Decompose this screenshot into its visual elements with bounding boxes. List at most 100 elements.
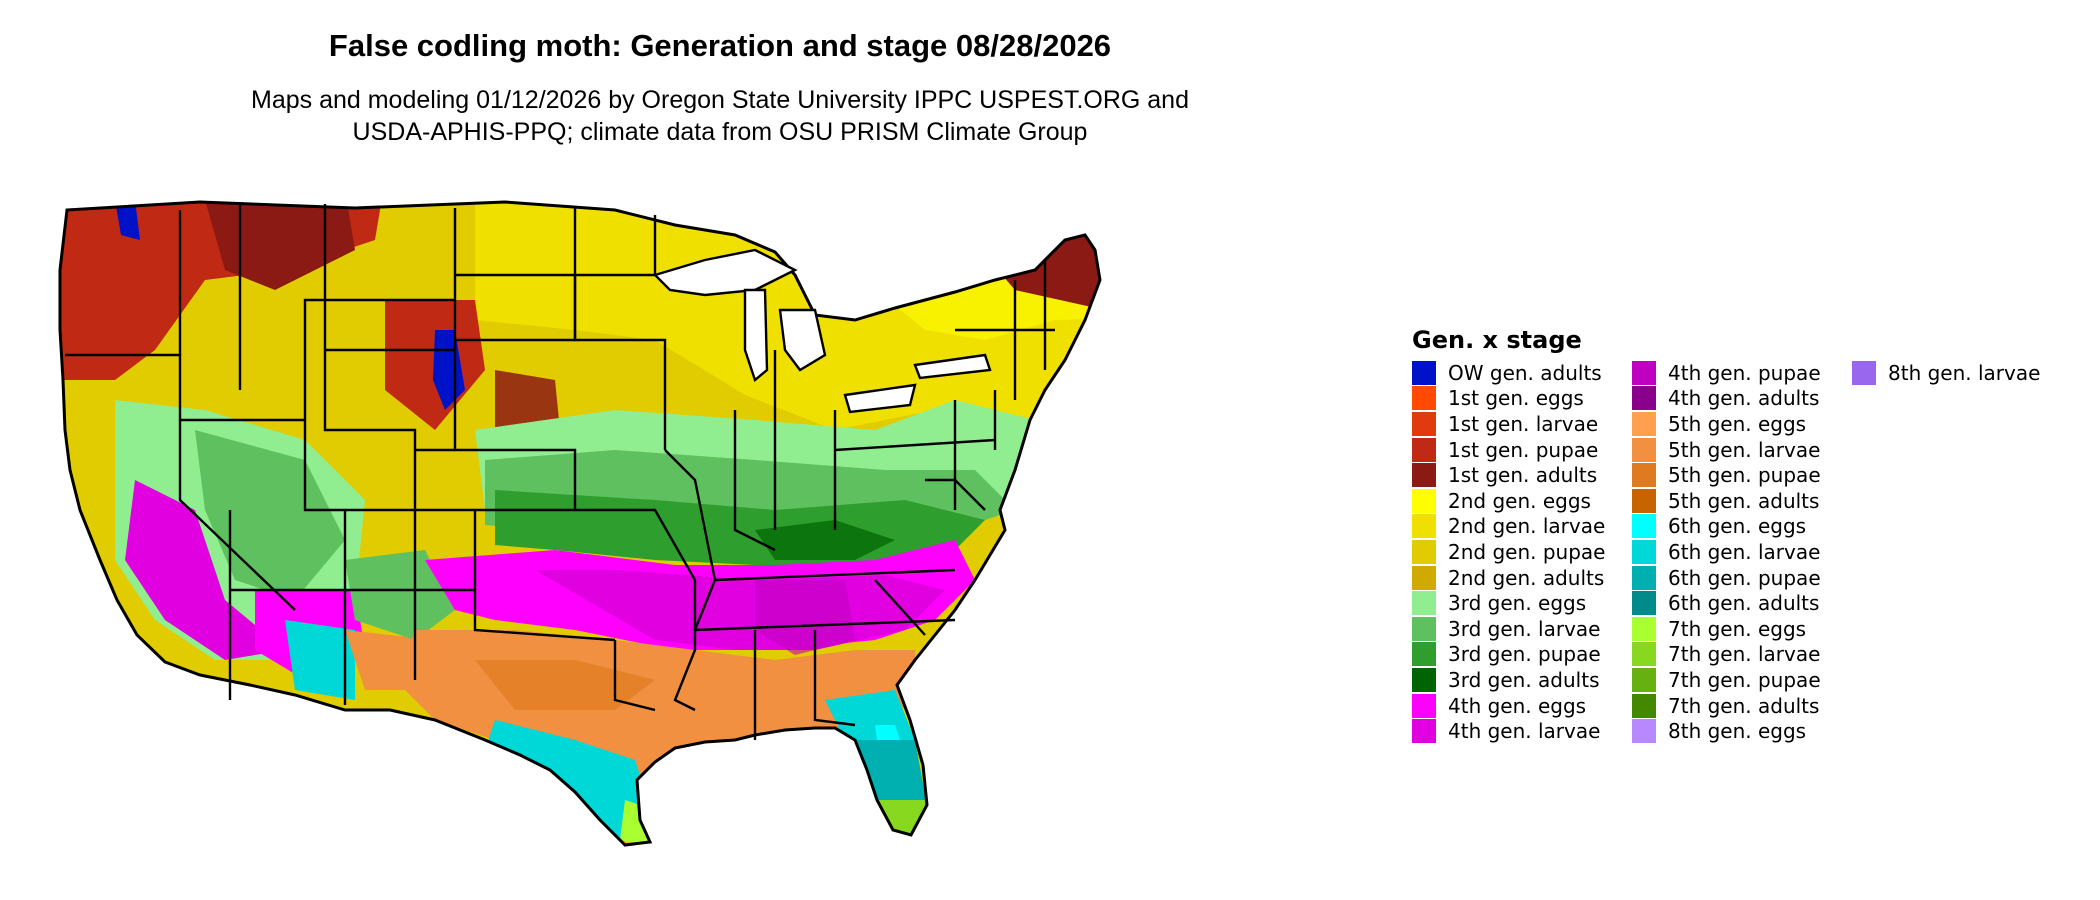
legend-item: 5th gen. adults	[1632, 488, 1821, 514]
legend-item: 2nd gen. eggs	[1412, 488, 1605, 514]
legend-label: 8th gen. eggs	[1668, 719, 1807, 744]
legend-swatch	[1632, 565, 1656, 590]
legend-swatch	[1632, 386, 1656, 411]
legend-label: 2nd gen. pupae	[1448, 539, 1606, 564]
legend-label: 2nd gen. eggs	[1448, 488, 1591, 513]
legend-label: 3rd gen. adults	[1448, 667, 1600, 692]
legend-swatch	[1632, 616, 1656, 641]
legend-item: 1st gen. eggs	[1412, 386, 1605, 412]
legend-label: 4th gen. larvae	[1448, 719, 1601, 744]
legend-swatch	[1632, 591, 1656, 616]
legend-swatch	[1412, 616, 1436, 641]
legend-label: 5th gen. adults	[1668, 488, 1820, 513]
legend-item: 7th gen. adults	[1632, 693, 1821, 719]
legend-label: 7th gen. eggs	[1668, 616, 1807, 641]
legend-column-1: OW gen. adults 1st gen. eggs 1st gen. larv…	[1412, 360, 1605, 744]
legend-label: 5th gen. pupae	[1668, 463, 1821, 488]
legend-swatch	[1632, 719, 1656, 744]
legend-label: 7th gen. pupae	[1668, 667, 1821, 692]
legend-label: 2nd gen. adults	[1448, 565, 1605, 590]
legend-swatch	[1412, 667, 1436, 692]
legend-swatch	[1412, 411, 1436, 436]
legend-item: 3rd gen. adults	[1412, 667, 1605, 693]
legend-label: 6th gen. pupae	[1668, 565, 1821, 590]
legend-item: 2nd gen. pupae	[1412, 539, 1605, 565]
legend-label: 4th gen. pupae	[1668, 360, 1821, 385]
legend-item: 3rd gen. eggs	[1412, 590, 1605, 616]
legend-swatch	[1412, 360, 1436, 385]
legend-label: 1st gen. eggs	[1448, 386, 1584, 411]
legend-item: 1st gen. larvae	[1412, 411, 1605, 437]
legend-item: 4th gen. eggs	[1412, 693, 1605, 719]
legend-item: 2nd gen. larvae	[1412, 514, 1605, 540]
legend-swatch	[1412, 514, 1436, 539]
legend-item: 1st gen. pupae	[1412, 437, 1605, 463]
legend-label: 1st gen. pupae	[1448, 437, 1599, 462]
us-generation-stage-map	[58, 200, 1102, 847]
legend-label: 6th gen. adults	[1668, 591, 1820, 616]
legend-swatch	[1412, 693, 1436, 718]
legend-label: 3rd gen. pupae	[1448, 642, 1601, 667]
legend-label: 3rd gen. larvae	[1448, 616, 1601, 641]
legend-item: 4th gen. pupae	[1632, 360, 1821, 386]
legend-swatch	[1852, 360, 1876, 385]
legend-item: 6th gen. pupae	[1632, 565, 1821, 591]
legend-item: 1st gen. adults	[1412, 462, 1605, 488]
map-subtitle-line2: USDA-APHIS-PPQ; climate data from OSU PR…	[352, 118, 1088, 146]
legend-item: 6th gen. adults	[1632, 590, 1821, 616]
legend-swatch	[1632, 437, 1656, 462]
legend-swatch	[1632, 667, 1656, 692]
legend-label: 5th gen. eggs	[1668, 411, 1807, 436]
legend-label: 5th gen. larvae	[1668, 437, 1821, 462]
legend-item: 5th gen. pupae	[1632, 462, 1821, 488]
legend-item: 5th gen. eggs	[1632, 411, 1821, 437]
legend-item: 6th gen. eggs	[1632, 514, 1821, 540]
legend-item: 4th gen. adults	[1632, 386, 1821, 412]
legend-label: 1st gen. larvae	[1448, 411, 1599, 436]
legend-item: 4th gen. larvae	[1412, 718, 1605, 744]
legend-label: 2nd gen. larvae	[1448, 514, 1606, 539]
legend-item: 8th gen. eggs	[1632, 718, 1821, 744]
legend-item: 2nd gen. adults	[1412, 565, 1605, 591]
legend-column-2: 4th gen. pupae 4th gen. adults 5th gen. eg…	[1632, 360, 1821, 744]
legend-item: 7th gen. eggs	[1632, 616, 1821, 642]
legend-column-3: 8th gen. larvae	[1852, 360, 2040, 386]
legend-label: 3rd gen. eggs	[1448, 591, 1587, 616]
legend-title: Gen. x stage	[1412, 326, 1582, 354]
legend-item: OW gen. adults	[1412, 360, 1605, 386]
legend-item: 7th gen. larvae	[1632, 642, 1821, 668]
legend-swatch	[1412, 386, 1436, 411]
legend-swatch	[1632, 360, 1656, 385]
legend-label: 7th gen. larvae	[1668, 642, 1821, 667]
legend-label: 8th gen. larvae	[1888, 360, 2041, 385]
legend-swatch	[1412, 539, 1436, 564]
legend-swatch	[1412, 437, 1436, 462]
legend-label: 6th gen. eggs	[1668, 514, 1807, 539]
legend-label: 1st gen. adults	[1448, 463, 1598, 488]
legend-swatch	[1632, 488, 1656, 513]
legend-item: 7th gen. pupae	[1632, 667, 1821, 693]
legend-item: 3rd gen. larvae	[1412, 616, 1605, 642]
legend-swatch	[1412, 642, 1436, 667]
map-title: False codling moth: Generation and stage…	[328, 28, 1112, 63]
legend-swatch	[1632, 539, 1656, 564]
legend-swatch	[1412, 488, 1436, 513]
legend-swatch	[1412, 719, 1436, 744]
legend-swatch	[1412, 565, 1436, 590]
legend-swatch	[1632, 514, 1656, 539]
legend-label: 6th gen. larvae	[1668, 539, 1821, 564]
legend-item: 6th gen. larvae	[1632, 539, 1821, 565]
legend-swatch	[1632, 693, 1656, 718]
legend-swatch	[1632, 642, 1656, 667]
legend-swatch	[1632, 411, 1656, 436]
legend-swatch	[1412, 591, 1436, 616]
legend-item: 3rd gen. pupae	[1412, 642, 1605, 668]
legend-label: 4th gen. adults	[1668, 386, 1820, 411]
legend-label: 4th gen. eggs	[1448, 693, 1587, 718]
map-subtitle-line1: Maps and modeling 01/12/2026 by Oregon S…	[251, 86, 1189, 114]
legend-label: 7th gen. adults	[1668, 693, 1820, 718]
legend-swatch	[1632, 463, 1656, 488]
legend-item: 8th gen. larvae	[1852, 360, 2040, 386]
legend-item: 5th gen. larvae	[1632, 437, 1821, 463]
legend-swatch	[1412, 463, 1436, 488]
